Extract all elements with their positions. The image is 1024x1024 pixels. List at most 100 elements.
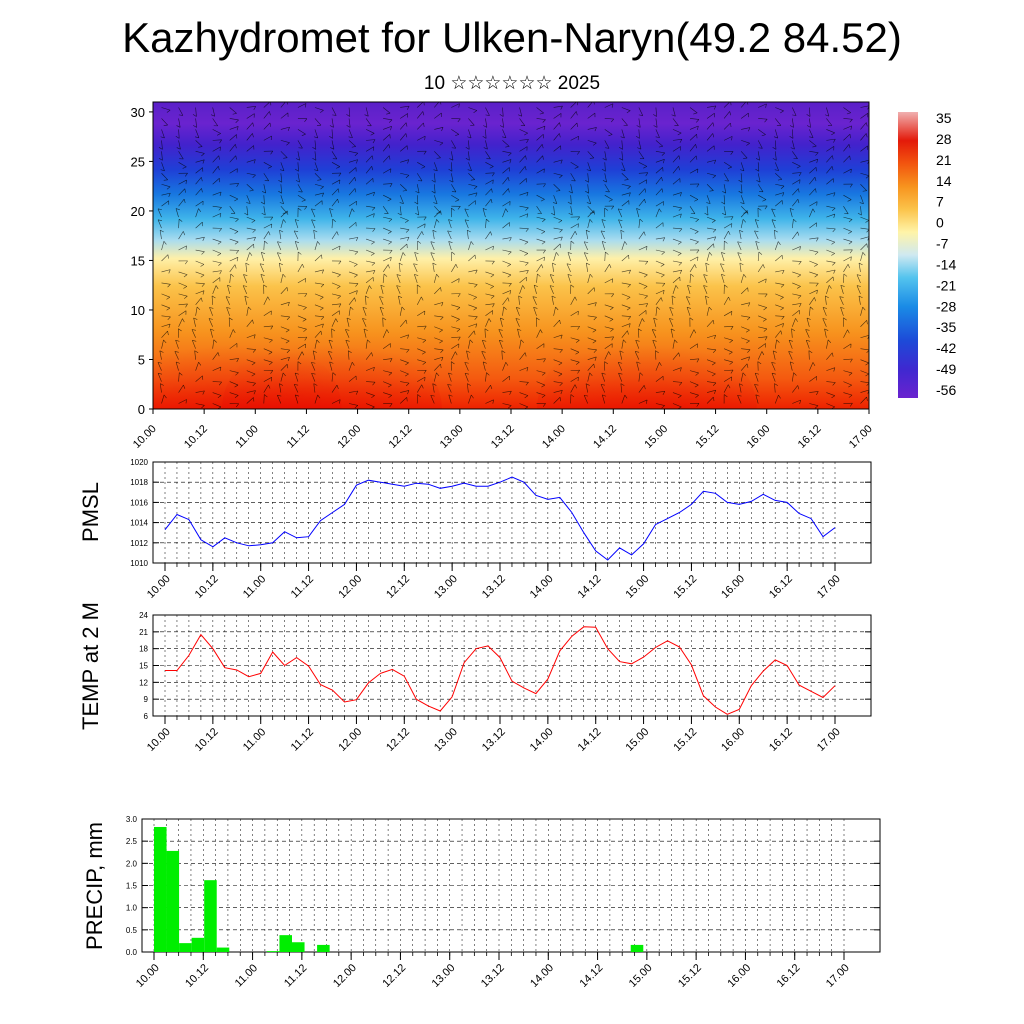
wind-barb: [826, 269, 836, 273]
wind-barb: [843, 343, 852, 349]
heatmap-x-tick-label: 17.00: [847, 423, 875, 451]
wind-barb-flag: [260, 263, 265, 265]
precip-x-tick-label: 12.12: [380, 962, 408, 990]
wind-barb: [382, 329, 388, 338]
wind-barb-flag: [192, 340, 197, 342]
wind-barb: [348, 188, 356, 196]
wind-barb-flag: [559, 320, 561, 325]
heatmap-y-tick-label: 10: [131, 303, 145, 318]
wind-barb-flag: [499, 114, 504, 117]
wind-barb: [212, 191, 222, 196]
wind-barb-flag: [464, 208, 469, 211]
wind-barb-flag: [788, 340, 794, 342]
wind-barb-flag: [793, 218, 797, 223]
wind-barb-flag: [589, 274, 593, 278]
wind-barb: [313, 230, 316, 240]
wind-barb-flag: [269, 362, 273, 365]
wind-barb: [399, 306, 403, 316]
wind-barb-flag: [758, 251, 763, 255]
wind-barb-flag: [320, 186, 324, 190]
wind-barb: [314, 304, 324, 309]
wind-barb-flag: [755, 372, 760, 375]
wind-barb: [689, 264, 696, 273]
wind-barb-flag: [585, 383, 590, 386]
wind-barb: [570, 195, 572, 205]
temp2m-x-tick-label: 16.00: [719, 726, 747, 754]
wind-barb: [553, 145, 561, 152]
pmsl-x-tick-label: 13.00: [432, 573, 460, 601]
wind-barb: [843, 358, 853, 360]
wind-barb-flag: [831, 253, 835, 256]
wind-barb: [843, 133, 851, 141]
wind-barb: [468, 293, 477, 298]
wind-barb-flag: [576, 102, 578, 106]
wind-barb-flag: [712, 382, 717, 386]
wind-barb-flag: [848, 231, 852, 234]
wind-barb-flag: [388, 372, 393, 376]
wind-barb: [792, 293, 802, 297]
wind-barb: [655, 403, 665, 406]
wind-barb-flag: [737, 241, 742, 243]
wind-barb-flag: [712, 229, 717, 233]
wind-barb: [706, 159, 716, 163]
colorbar: [898, 112, 918, 398]
wind-barb: [468, 330, 475, 338]
wind-barb: [860, 396, 867, 404]
wind-barb-flag: [556, 190, 561, 192]
wind-barb: [280, 348, 290, 351]
wind-barb: [553, 397, 561, 404]
wind-barb: [655, 129, 660, 138]
wind-barb-flag: [797, 295, 802, 299]
wind-barb: [293, 230, 299, 240]
wind-barb: [365, 285, 370, 294]
wind-barb: [212, 352, 219, 360]
wind-barb-flag: [304, 293, 308, 297]
wind-barb: [843, 168, 852, 174]
wind-barb: [689, 392, 699, 396]
wind-barb: [655, 159, 665, 163]
wind-barb: [348, 375, 357, 382]
wind-barb-flag: [338, 303, 342, 308]
wind-barb: [791, 372, 794, 382]
wind-barb: [655, 151, 665, 154]
wind-barb: [655, 167, 663, 174]
wind-barb: [689, 227, 699, 232]
wind-barb-flag: [798, 188, 800, 193]
wind-barb: [363, 328, 367, 338]
wind-barb: [161, 173, 168, 181]
wind-barb-flag: [252, 349, 256, 353]
wind-barb: [536, 107, 544, 114]
wind-barb: [314, 129, 319, 139]
wind-barb-flag: [268, 351, 273, 355]
wind-barb: [809, 297, 815, 306]
wind-barb-flag: [449, 180, 454, 183]
wind-barb-flag: [577, 136, 579, 141]
pmsl-x-tick-label: 16.00: [719, 573, 747, 601]
wind-barb: [464, 373, 469, 382]
wind-barb: [536, 329, 541, 338]
wind-barb: [740, 363, 748, 371]
wind-barb-flag: [415, 191, 420, 194]
wind-barb: [740, 173, 743, 183]
wind-barb-flag: [405, 382, 410, 387]
wind-barb-flag: [329, 136, 333, 139]
wind-barb: [621, 162, 626, 171]
wind-barb: [655, 140, 663, 147]
wind-barb: [553, 381, 563, 384]
wind-barb: [246, 216, 256, 221]
wind-barb-flag: [697, 168, 699, 173]
wind-barb: [771, 373, 776, 382]
wind-barb-flag: [695, 219, 699, 223]
wind-barb: [279, 383, 282, 393]
wind-barb: [246, 359, 256, 364]
wind-barb-flag: [277, 241, 282, 243]
wind-barb: [604, 336, 614, 339]
wind-barb-flag: [849, 155, 851, 160]
wind-barb: [447, 384, 452, 393]
wind-barb-flag: [711, 373, 716, 377]
wind-barb-flag: [623, 339, 627, 343]
wind-barb-flag: [350, 306, 354, 310]
wind-barb: [383, 227, 392, 232]
